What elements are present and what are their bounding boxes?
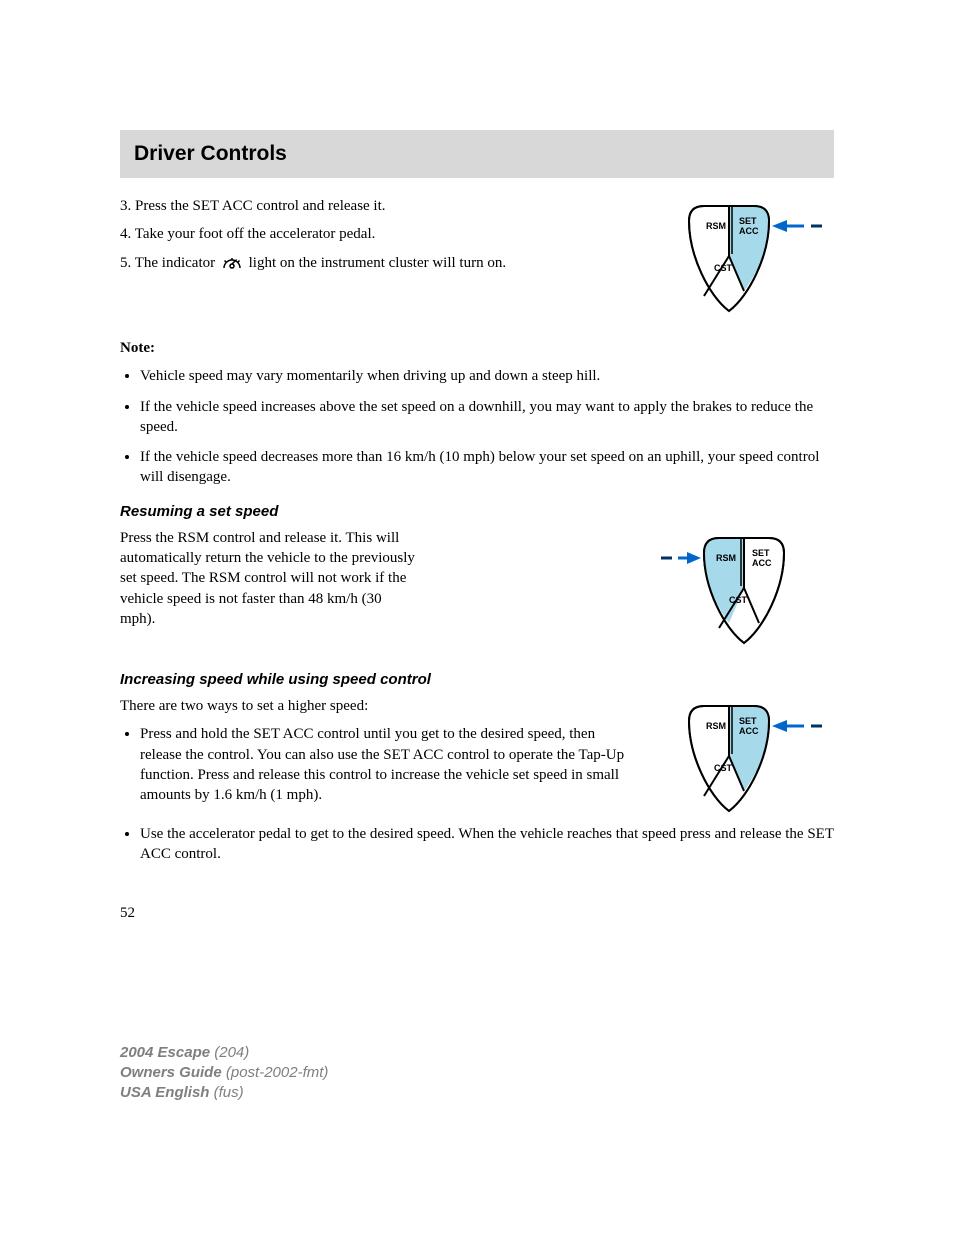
increase-intro: There are two ways to set a higher speed… bbox=[120, 696, 420, 716]
label-acc: ACC bbox=[739, 226, 759, 236]
label-cst: CST bbox=[714, 263, 733, 273]
diagram-rsm: RSM SET ACC CST bbox=[659, 528, 834, 648]
label-acc: ACC bbox=[739, 726, 759, 736]
label-rsm: RSM bbox=[706, 721, 726, 731]
note-item: If the vehicle speed increases above the… bbox=[140, 397, 834, 438]
section-title: Driver Controls bbox=[134, 142, 820, 166]
subhead-increase: Increasing speed while using speed contr… bbox=[120, 670, 834, 690]
label-cst: CST bbox=[729, 595, 748, 605]
footer-guide: Owners Guide bbox=[120, 1064, 222, 1081]
page-number: 52 bbox=[120, 903, 834, 923]
increase-item: Use the accelerator pedal to get to the … bbox=[140, 824, 834, 865]
label-cst: CST bbox=[714, 763, 733, 773]
label-rsm: RSM bbox=[706, 221, 726, 231]
resume-paragraph: Press the RSM control and release it. Th… bbox=[120, 528, 420, 629]
step-5-b: light on the instrument cluster will tur… bbox=[249, 255, 506, 271]
label-set: SET bbox=[739, 216, 757, 226]
diagram-set-acc: RSM SET ACC CST bbox=[659, 196, 834, 316]
label-acc: ACC bbox=[752, 558, 772, 568]
footer-model: 2004 Escape bbox=[120, 1044, 210, 1061]
note-item: If the vehicle speed decreases more than… bbox=[140, 447, 834, 488]
cruise-control-icon bbox=[221, 255, 243, 271]
label-rsm: RSM bbox=[716, 553, 736, 563]
section-title-bar: Driver Controls bbox=[120, 130, 834, 178]
label-set: SET bbox=[752, 548, 770, 558]
footer-model-code: (204) bbox=[214, 1044, 249, 1061]
footer-lang: USA English bbox=[120, 1084, 209, 1101]
step-5-a: 5. The indicator bbox=[120, 255, 215, 271]
note-list: Vehicle speed may vary momentarily when … bbox=[120, 366, 834, 487]
note-label: Note: bbox=[120, 338, 834, 358]
subhead-resume: Resuming a set speed bbox=[120, 502, 834, 522]
note-item: Vehicle speed may vary momentarily when … bbox=[140, 366, 834, 386]
label-set: SET bbox=[739, 716, 757, 726]
footer: 2004 Escape (204) Owners Guide (post-200… bbox=[0, 983, 954, 1104]
diagram-set-acc-2: RSM SET ACC CST bbox=[659, 696, 834, 816]
footer-lang-code: (fus) bbox=[214, 1084, 244, 1101]
footer-guide-fmt: (post-2002-fmt) bbox=[226, 1064, 329, 1081]
